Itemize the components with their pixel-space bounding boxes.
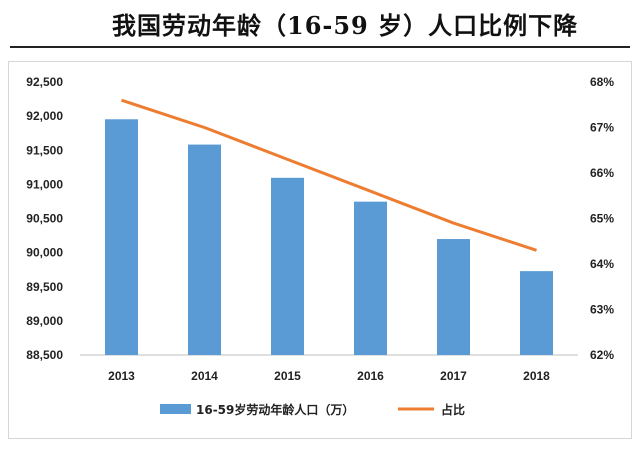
bar-2014 [188,144,221,355]
bar-2018 [520,271,553,355]
right-tick-label: 68% [590,75,614,89]
left-axis: 88,500 89,000 89,500 90,000 90,500 91,000 91,5… [26,75,63,362]
chart-frame [8,61,632,439]
left-tick-label: 92,000 [26,109,63,123]
bar-2013 [105,119,138,356]
legend-line-label: 占比 [441,402,465,417]
x-tick-label: 2018 [523,369,550,383]
x-tick-label: 2013 [108,369,135,383]
right-tick-label: 64% [590,257,614,271]
bar-2017 [437,239,470,355]
left-tick-label: 91,000 [26,177,63,191]
legend-bar-swatch [160,404,191,414]
right-tick-label: 62% [590,348,614,362]
bar-series [105,119,553,356]
left-tick-label: 89,500 [26,280,63,294]
left-tick-label: 88,500 [26,348,63,362]
bar-2016 [354,201,387,355]
x-tick-label: 2014 [191,369,218,383]
chart-title: 我国劳动年龄（16-59 岁）人口比例下降 [112,11,579,40]
legend: 16-59岁劳动年龄人口（万） 占比 [160,402,465,417]
x-tick-label: 2016 [357,369,384,383]
left-tick-label: 91,500 [26,143,63,157]
line-series [121,98,537,252]
right-tick-label: 65% [590,212,614,226]
left-tick-label: 90,500 [26,212,63,226]
right-tick-label: 67% [590,121,614,135]
bar-2015 [271,177,304,355]
share-line [121,98,537,252]
title-divider [10,46,630,48]
legend-bar-label: 16-59岁劳动年龄人口（万） [196,402,354,417]
left-tick-label: 89,000 [26,314,63,328]
left-tick-label: 92,500 [26,75,63,89]
right-tick-label: 66% [590,166,614,180]
right-tick-label: 63% [590,303,614,317]
left-tick-label: 90,000 [26,246,63,260]
x-axis: 2013 2014 2015 2016 2017 2018 [108,369,550,383]
right-axis: 62% 63% 64% 65% 66% 67% 68% [590,75,614,362]
x-tick-label: 2017 [440,369,467,383]
x-tick-label: 2015 [274,369,301,383]
